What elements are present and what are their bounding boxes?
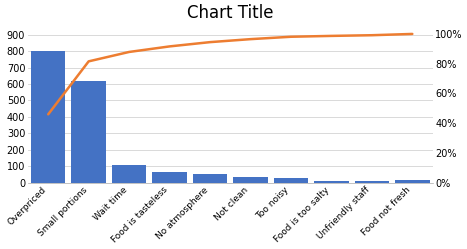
Title: Chart Title: Chart Title bbox=[187, 4, 274, 22]
Bar bbox=[71, 81, 106, 183]
Bar bbox=[31, 51, 65, 183]
Bar bbox=[314, 181, 348, 183]
Bar bbox=[274, 178, 308, 183]
Bar bbox=[354, 181, 389, 183]
Bar bbox=[152, 172, 187, 183]
Bar bbox=[395, 180, 430, 183]
Bar bbox=[234, 177, 268, 183]
Bar bbox=[112, 165, 146, 183]
Bar bbox=[193, 175, 227, 183]
